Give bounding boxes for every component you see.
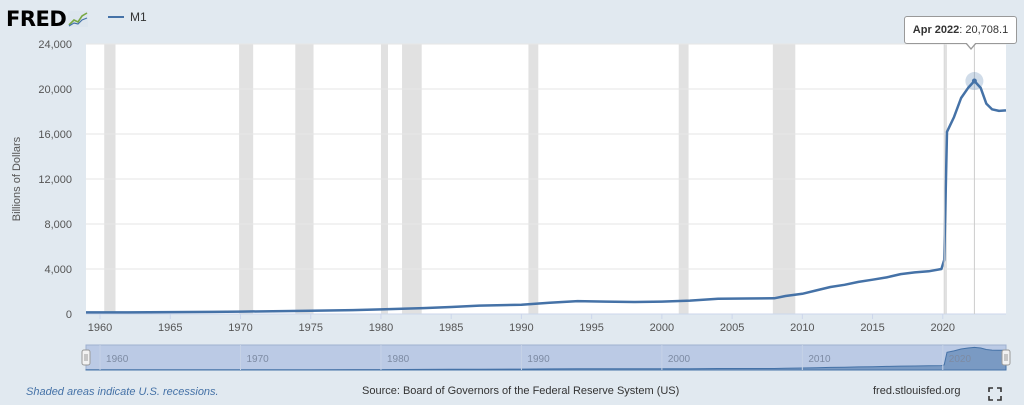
x-tick-label: 2020: [931, 322, 955, 334]
legend-label-m1: M1: [130, 10, 147, 24]
navigator-tick-label: 2020: [949, 354, 972, 365]
tooltip-date: Apr 2022: [912, 24, 960, 36]
tooltip-value: 20,708.1: [965, 24, 1009, 36]
navigator-tick-label: 1970: [247, 354, 270, 365]
navigator-tick-label: 1960: [106, 354, 129, 365]
fred-logo[interactable]: FRED: [6, 4, 89, 34]
navigator-handle-left[interactable]: [81, 349, 91, 366]
y-tick-label: 8,000: [44, 219, 72, 231]
tooltip-arrow-fill: [966, 42, 976, 48]
fred-chart-icon: [68, 11, 89, 27]
navigator-background[interactable]: [85, 344, 1007, 371]
legend-swatch-m1: [108, 16, 124, 18]
x-tick-label: 1985: [439, 322, 463, 334]
fullscreen-icon[interactable]: [988, 387, 1002, 401]
y-tick-label: 4,000: [44, 264, 72, 276]
tooltip-point[interactable]: [971, 78, 977, 84]
chart-svg: 0 4,000 8,000 12,000 16,000 20,000 24,000 1960…: [11, 39, 1011, 371]
tooltip-separator: :: [959, 24, 966, 36]
x-tick-label: 1970: [228, 322, 252, 334]
x-tick-label: 2010: [790, 322, 814, 334]
fred-logo-text: FRED: [6, 7, 67, 31]
chart-legend[interactable]: M1: [108, 10, 147, 24]
navigator-handle-right[interactable]: [1001, 349, 1011, 366]
series-line-m1[interactable]: [86, 79, 1007, 314]
x-tick-label: 1965: [158, 322, 182, 334]
x-tick-label: 2005: [720, 322, 744, 334]
navigator-tick-label: 1980: [387, 354, 410, 365]
x-tick-label: 1960: [88, 322, 112, 334]
navigator-tick-label: 2000: [668, 354, 691, 365]
y-tick-label: 0: [66, 309, 72, 321]
navigator-tick-label: 2010: [808, 354, 831, 365]
y-tick-label: 20,000: [38, 84, 72, 96]
y-tick-label: 12,000: [38, 174, 72, 186]
y-tick-label: 16,000: [38, 129, 72, 141]
navigator-series-area: [85, 346, 1007, 371]
y-axis-label: Billions of Dollars: [11, 136, 23, 221]
x-tick-label: 1990: [509, 322, 533, 334]
x-tick-label: 1975: [298, 322, 322, 334]
data-tooltip: Apr 2022: 20,708.1: [904, 16, 1017, 44]
x-tick-label: 1980: [369, 322, 393, 334]
x-tick-label: 2015: [860, 322, 884, 334]
y-tick-label: 24,000: [38, 39, 72, 51]
recessions-note: Shaded areas indicate U.S. recessions.: [26, 386, 219, 398]
fred-url-link[interactable]: fred.stlouisfed.org: [873, 385, 961, 397]
source-note: Source: Board of Governors of the Federa…: [362, 385, 680, 397]
x-tick-label: 1995: [579, 322, 603, 334]
navigator-tick-label: 1990: [527, 354, 550, 365]
x-tick-label: 2000: [650, 322, 674, 334]
